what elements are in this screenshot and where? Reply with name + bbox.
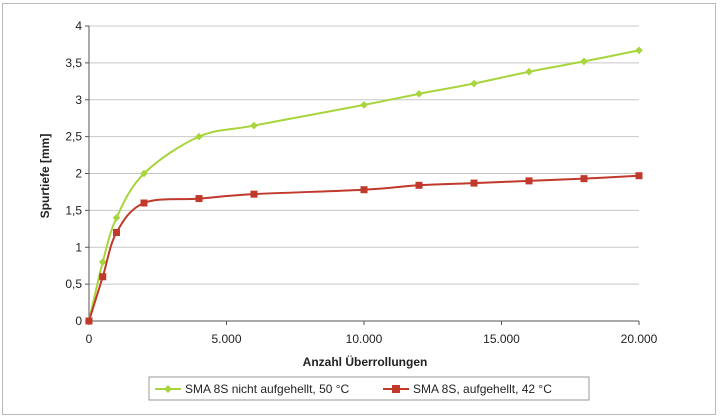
series-line-1 — [88, 49, 640, 322]
data-point-series-2 — [195, 195, 203, 203]
y-axis-title: Spurtiefe [mm] — [38, 134, 52, 219]
data-point-series-2 — [525, 177, 533, 185]
data-point-series-1 — [250, 121, 258, 130]
axis-layer: 0 0,5 1 1,5 2 2,5 3 3,5 4 0 5.000 10.000 15.000 20.00… — [65, 19, 657, 346]
y-tick-label: 3 — [75, 93, 82, 107]
data-point-series-2 — [140, 199, 148, 207]
data-point-series-1 — [635, 46, 643, 55]
y-tick-label: 2 — [75, 167, 82, 181]
grid-layer — [89, 25, 639, 322]
chart-frame: 0 0,5 1 1,5 2 2,5 3 3,5 4 0 5.000 10.000 15.000 20.00… — [2, 3, 716, 415]
data-point-series-2 — [250, 190, 258, 198]
data-point-series-1 — [580, 57, 588, 66]
data-point-series-1 — [195, 132, 203, 141]
y-tick-label: 2,5 — [65, 130, 82, 144]
y-tick-label: 3,5 — [65, 56, 82, 70]
data-point-series-2 — [85, 317, 93, 325]
x-tick-label: 10.000 — [346, 332, 383, 346]
y-tick-label: 4 — [75, 19, 82, 33]
data-point-series-1 — [112, 213, 121, 222]
y-tick-label: 0 — [75, 314, 82, 328]
data-point-series-1 — [525, 67, 533, 76]
y-tick-label: 0,5 — [65, 277, 82, 291]
x-tick-label: 0 — [86, 332, 93, 346]
data-point-series-1 — [140, 169, 148, 178]
y-tick-label: 1 — [75, 240, 82, 254]
data-point-series-1 — [470, 79, 478, 88]
x-axis-title: Anzahl Überrollungen — [303, 354, 428, 369]
legend: SMA 8S nicht aufgehellt, 50 °C SMA 8S, a… — [148, 376, 590, 401]
data-point-series-1 — [415, 90, 423, 98]
legend-marker-square-icon — [392, 385, 400, 393]
data-point-series-1 — [360, 101, 368, 109]
data-point-series-2 — [360, 186, 368, 194]
data-point-series-2 — [580, 175, 588, 183]
x-tick-label: 20.000 — [621, 332, 658, 346]
legend-marker-diamond-icon — [164, 385, 172, 393]
legend-label-series-2: SMA 8S, aufgehellt, 42 °C — [413, 382, 552, 396]
data-point-series-2 — [113, 229, 120, 236]
series-line-2 — [88, 174, 640, 322]
legend-box — [148, 376, 590, 401]
legend-label-series-1: SMA 8S nicht aufgehellt, 50 °C — [185, 382, 350, 396]
series-layer — [85, 46, 643, 325]
data-point-series-1 — [98, 258, 107, 266]
data-point-series-2 — [470, 179, 478, 187]
x-tick-label: 5.000 — [211, 332, 241, 346]
data-point-series-2 — [99, 273, 107, 281]
y-tick-label: 1,5 — [65, 203, 82, 217]
x-tick-label: 15.000 — [483, 332, 520, 346]
chart-svg: 0 0,5 1 1,5 2 2,5 3 3,5 4 0 5.000 10.000 15.000 20.00… — [38, 19, 658, 401]
data-point-series-2 — [635, 172, 643, 180]
data-point-series-2 — [415, 181, 423, 189]
